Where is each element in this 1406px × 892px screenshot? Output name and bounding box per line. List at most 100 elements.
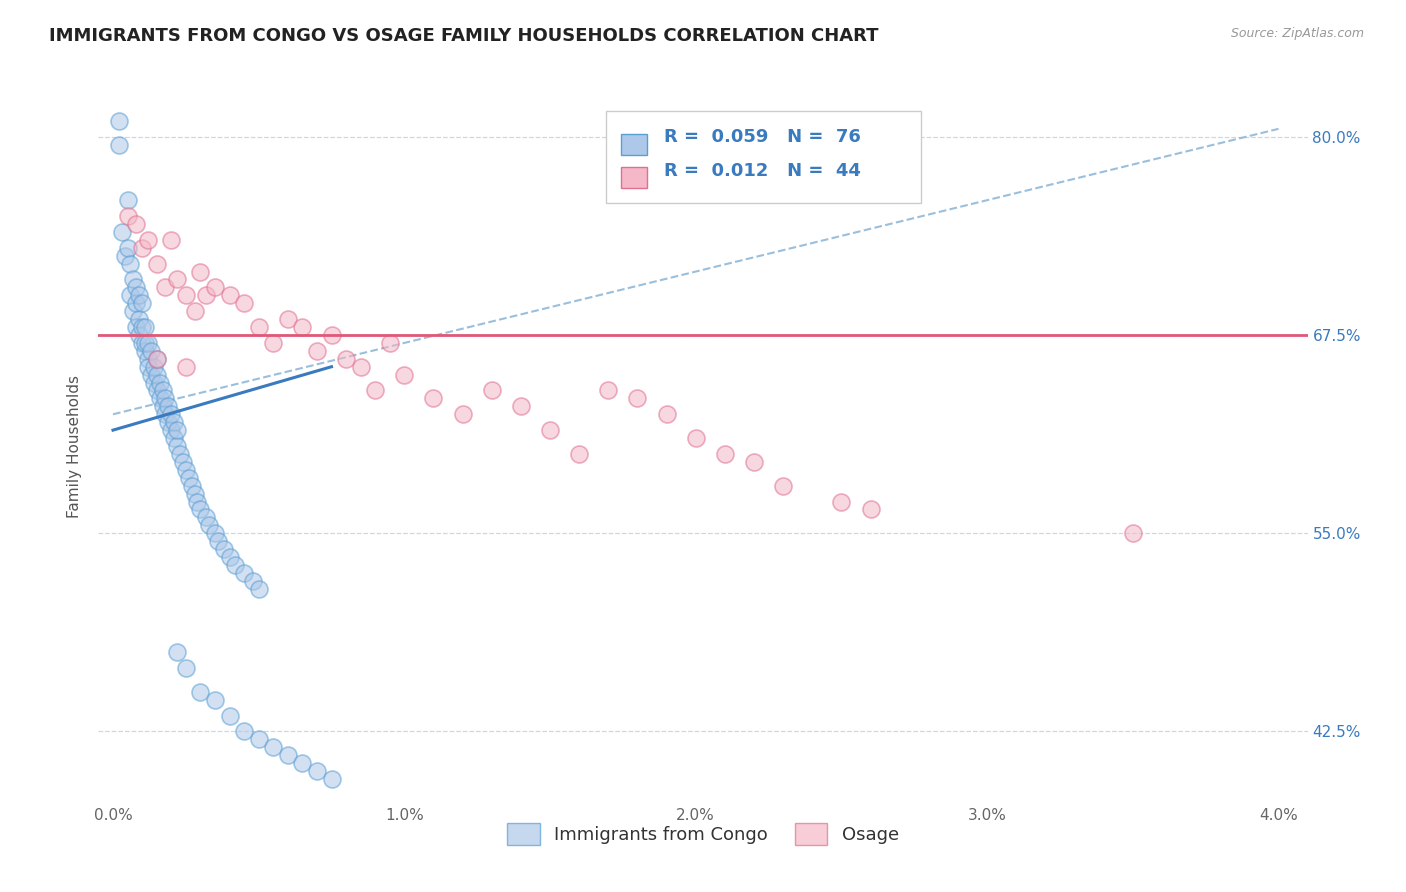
Point [233,724,256,739]
Point [117,209,139,223]
Point [120,257,142,271]
Point [233,566,256,580]
Point [117,193,139,207]
Point [145,351,167,366]
Point [131,241,153,255]
Point [204,280,226,294]
Point [155,280,177,294]
Point [242,574,264,588]
Point [262,335,284,350]
Point [218,288,240,302]
Point [120,288,142,302]
Point [174,661,197,675]
Point [134,343,156,358]
Point [169,447,191,461]
Point [394,368,416,382]
Point [190,685,212,699]
Point [128,312,150,326]
Point [212,542,235,557]
Point [163,415,186,429]
Point [568,447,591,461]
Point [183,304,205,318]
Point [136,335,159,350]
Point [291,756,314,771]
Point [131,320,153,334]
Point [149,392,172,406]
Point [626,392,648,406]
Point [350,359,373,374]
Point [122,272,145,286]
Point [160,407,183,421]
FancyBboxPatch shape [621,135,647,155]
Point [247,320,270,334]
Point [166,439,188,453]
Point [122,304,145,318]
Point [166,423,188,437]
Point [198,518,221,533]
Point [277,748,299,763]
Point [145,257,167,271]
Point [174,288,197,302]
Point [224,558,246,572]
Point [305,764,328,778]
Point [142,376,165,390]
Text: IMMIGRANTS FROM CONGO VS OSAGE FAMILY HOUSEHOLDS CORRELATION CHART: IMMIGRANTS FROM CONGO VS OSAGE FAMILY HO… [49,27,879,45]
Point [157,400,180,414]
Point [174,463,197,477]
Point [134,320,156,334]
Point [204,526,226,541]
Point [195,288,218,302]
Point [538,423,561,437]
Point [142,359,165,374]
Point [117,241,139,255]
Point [186,494,208,508]
Point [166,272,188,286]
Legend: Immigrants from Congo, Osage: Immigrants from Congo, Osage [498,814,908,855]
Point [160,423,183,437]
Point [155,392,177,406]
Point [125,296,148,310]
Point [277,312,299,326]
FancyBboxPatch shape [621,168,647,187]
Point [218,549,240,564]
Point [131,296,153,310]
Point [859,502,882,516]
Y-axis label: Family Households: Family Households [66,375,82,517]
Point [247,582,270,596]
Point [451,407,474,421]
Point [1122,526,1144,541]
Point [247,732,270,747]
Point [163,431,186,445]
Text: R =  0.012   N =  44: R = 0.012 N = 44 [664,162,862,180]
Point [108,114,131,128]
Point [125,320,148,334]
Point [378,335,401,350]
Point [174,359,197,374]
Text: R =  0.059   N =  76: R = 0.059 N = 76 [664,128,862,146]
FancyBboxPatch shape [606,111,921,203]
Point [139,368,162,382]
Point [136,351,159,366]
Point [183,486,205,500]
Point [598,384,620,398]
Point [111,225,134,239]
Point [139,343,162,358]
Point [172,455,194,469]
Point [134,335,156,350]
Point [772,478,794,492]
Point [125,217,148,231]
Point [128,328,150,343]
Point [177,471,200,485]
Point [152,384,174,398]
Text: Source: ZipAtlas.com: Source: ZipAtlas.com [1230,27,1364,40]
Point [145,368,167,382]
Point [207,534,229,549]
Point [509,400,531,414]
Point [157,415,180,429]
Point [136,233,159,247]
Point [305,343,328,358]
Point [321,328,343,343]
Point [155,407,177,421]
Point [180,478,202,492]
Point [233,296,256,310]
